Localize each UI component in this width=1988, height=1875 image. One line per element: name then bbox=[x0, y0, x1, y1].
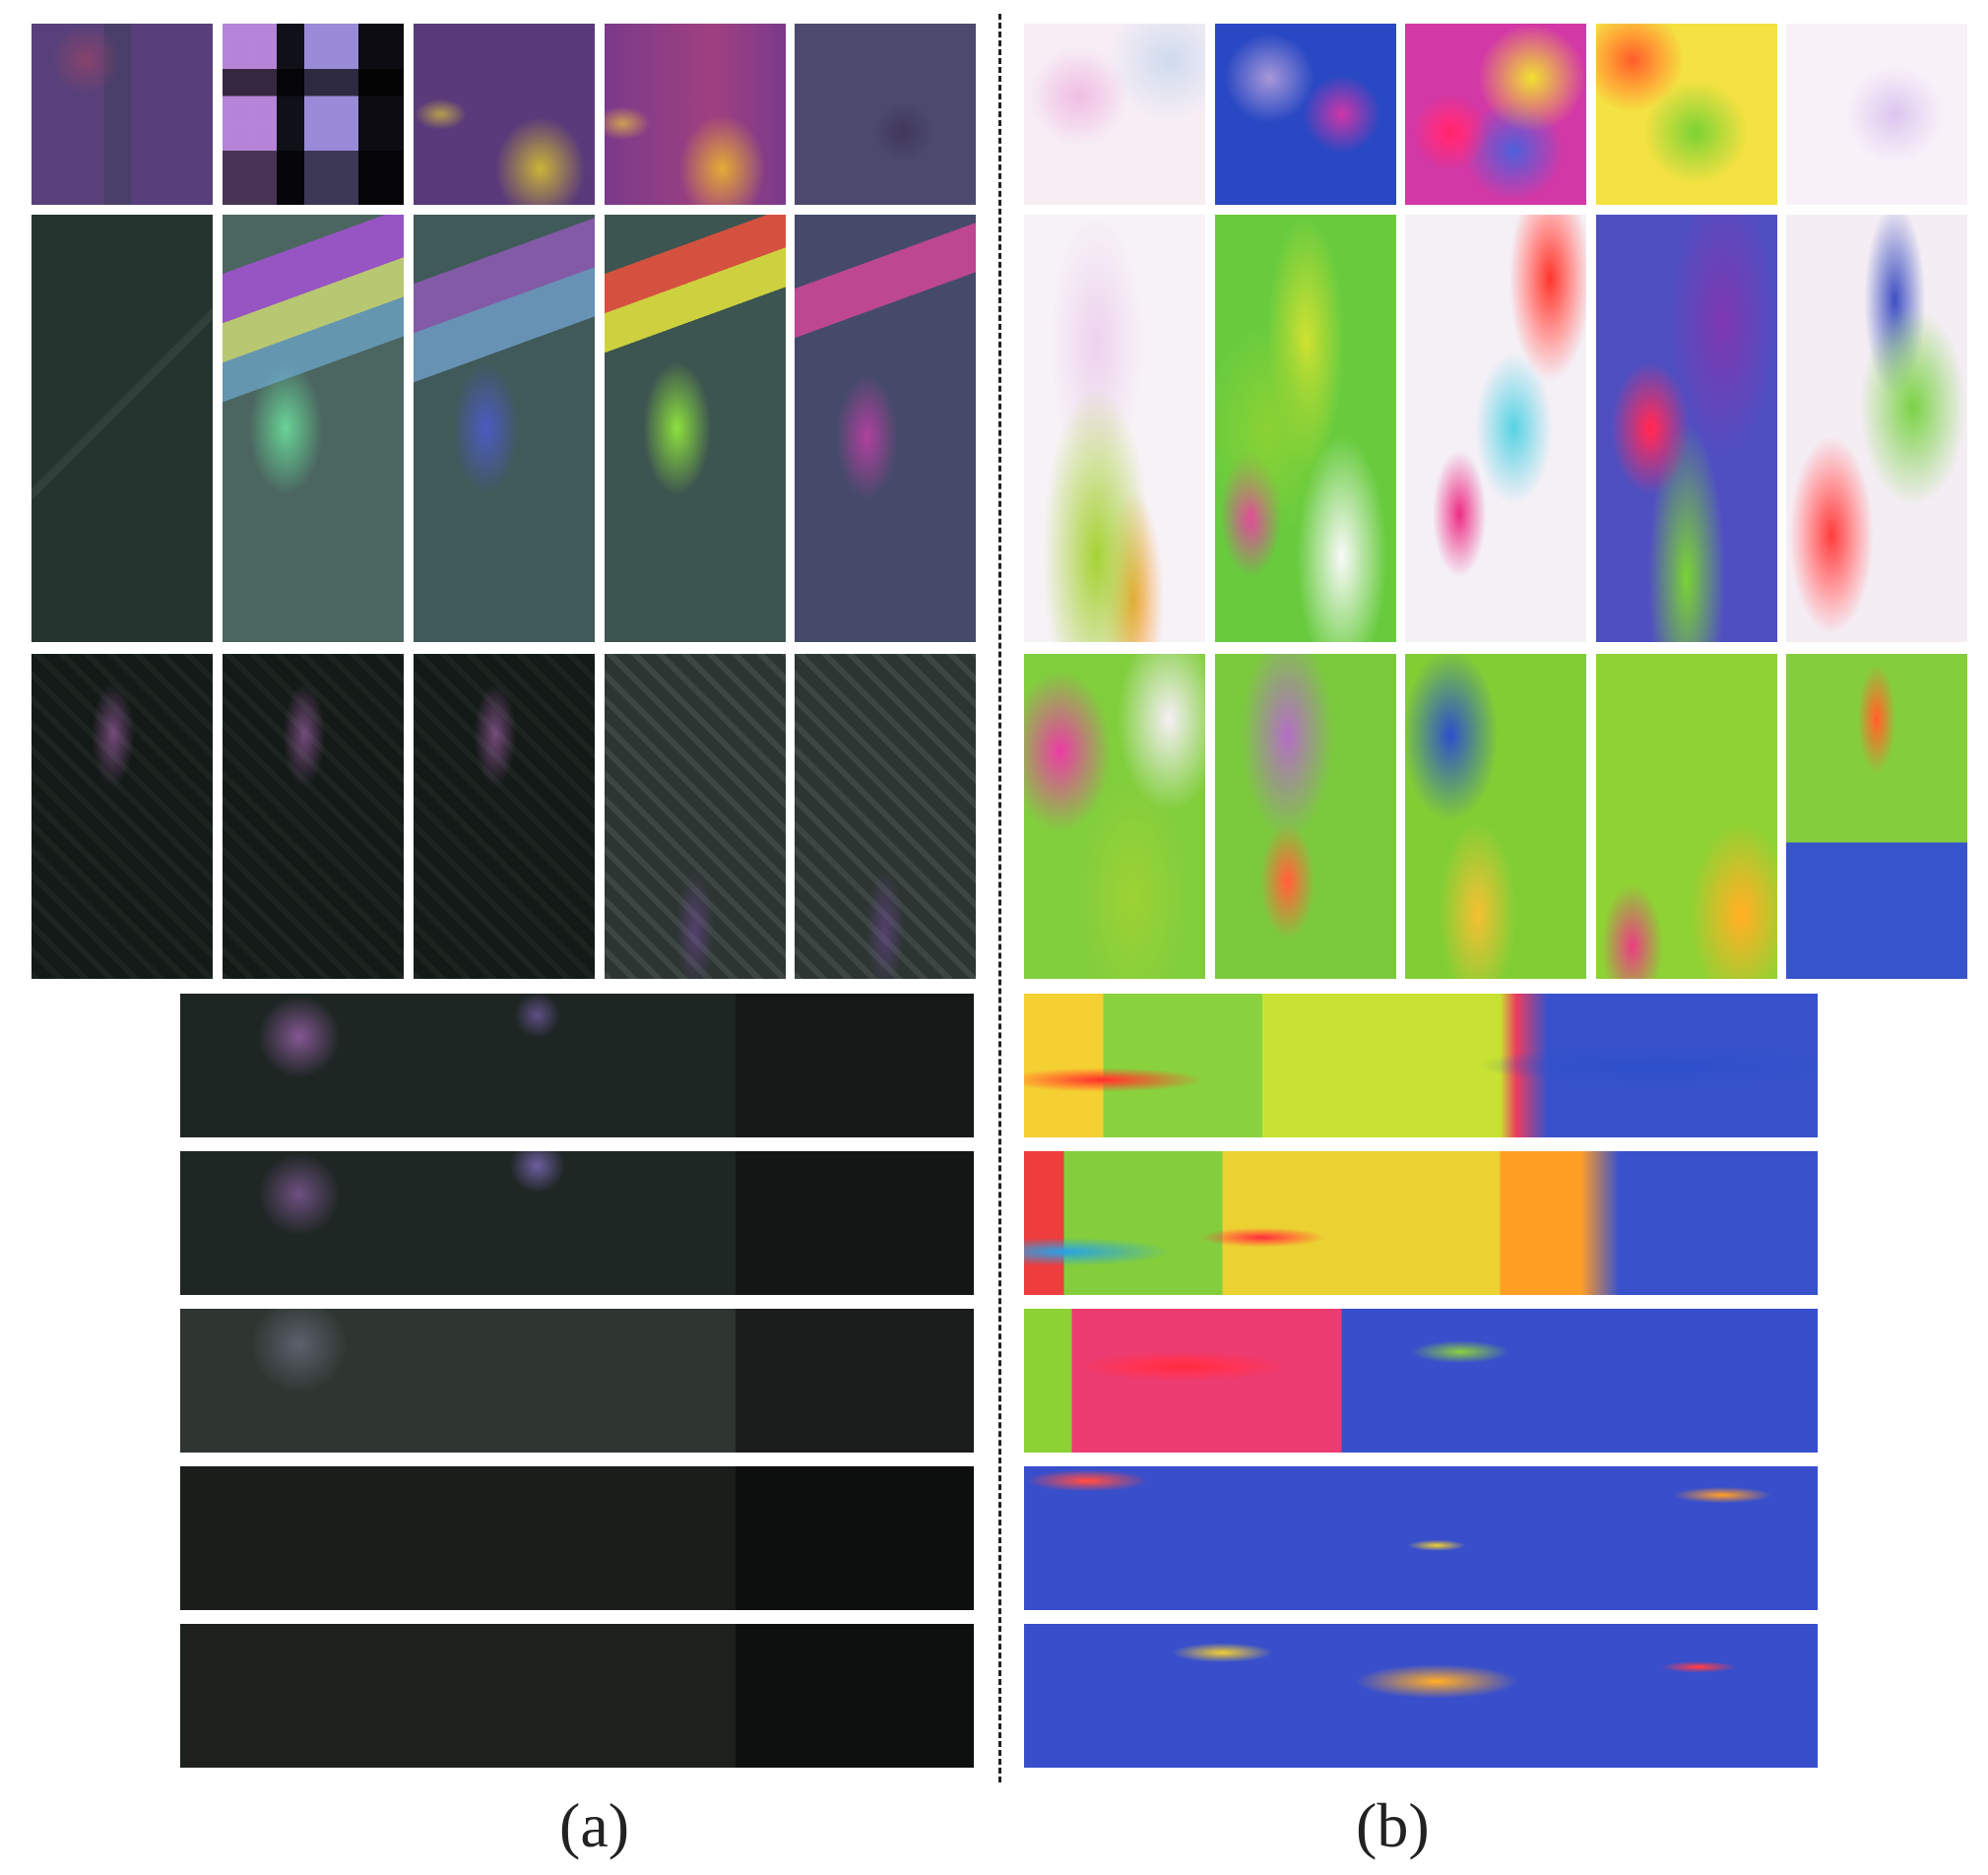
pavia-heatmap-5 bbox=[1786, 215, 1967, 642]
pavia-heatmap-4 bbox=[1596, 215, 1777, 642]
strip-band-image-3 bbox=[180, 1309, 974, 1453]
strip-band-image-4 bbox=[180, 1466, 974, 1610]
pavia-heatmap-3 bbox=[1405, 215, 1586, 642]
indian-pines-band-image-3 bbox=[414, 24, 595, 205]
houston-band-image-4 bbox=[605, 654, 786, 979]
houston-heatmap-3 bbox=[1405, 654, 1586, 979]
strip-heatmap-3 bbox=[1024, 1309, 1818, 1453]
houston-heatmap-1 bbox=[1024, 654, 1205, 979]
indian-pines-heatmap-2 bbox=[1215, 24, 1396, 205]
pavia-band-image-3 bbox=[414, 215, 595, 642]
strip-band-image-1 bbox=[180, 994, 974, 1137]
houston-heatmap-2 bbox=[1215, 654, 1396, 979]
dashed-divider bbox=[998, 14, 1001, 1782]
pavia-heatmap-2 bbox=[1215, 215, 1396, 642]
indian-pines-heatmap-3 bbox=[1405, 24, 1586, 205]
indian-pines-band-image-5 bbox=[795, 24, 976, 205]
pavia-band-image-1 bbox=[32, 215, 213, 642]
strip-heatmap-1 bbox=[1024, 994, 1818, 1137]
houston-band-image-3 bbox=[414, 654, 595, 979]
caption-b: (b) bbox=[1356, 1790, 1430, 1860]
indian-pines-band-image-1 bbox=[32, 24, 213, 205]
pavia-band-image-2 bbox=[223, 215, 404, 642]
houston-band-image-5 bbox=[795, 654, 976, 979]
strip-heatmap-2 bbox=[1024, 1151, 1818, 1295]
strip-heatmap-4 bbox=[1024, 1466, 1818, 1610]
caption-a: (a) bbox=[559, 1790, 630, 1860]
strip-band-image-5 bbox=[180, 1624, 974, 1768]
pavia-heatmap-1 bbox=[1024, 215, 1205, 642]
indian-pines-heatmap-4 bbox=[1596, 24, 1777, 205]
houston-band-image-1 bbox=[32, 654, 213, 979]
indian-pines-band-image-4 bbox=[605, 24, 786, 205]
pavia-band-image-5 bbox=[795, 215, 976, 642]
houston-heatmap-4 bbox=[1596, 654, 1777, 979]
pavia-band-image-4 bbox=[605, 215, 786, 642]
houston-band-image-2 bbox=[223, 654, 404, 979]
strip-band-image-2 bbox=[180, 1151, 974, 1295]
indian-pines-heatmap-1 bbox=[1024, 24, 1205, 205]
houston-heatmap-5 bbox=[1786, 654, 1967, 979]
strip-heatmap-5 bbox=[1024, 1624, 1818, 1768]
indian-pines-heatmap-5 bbox=[1786, 24, 1967, 205]
indian-pines-band-image-2 bbox=[223, 24, 404, 205]
